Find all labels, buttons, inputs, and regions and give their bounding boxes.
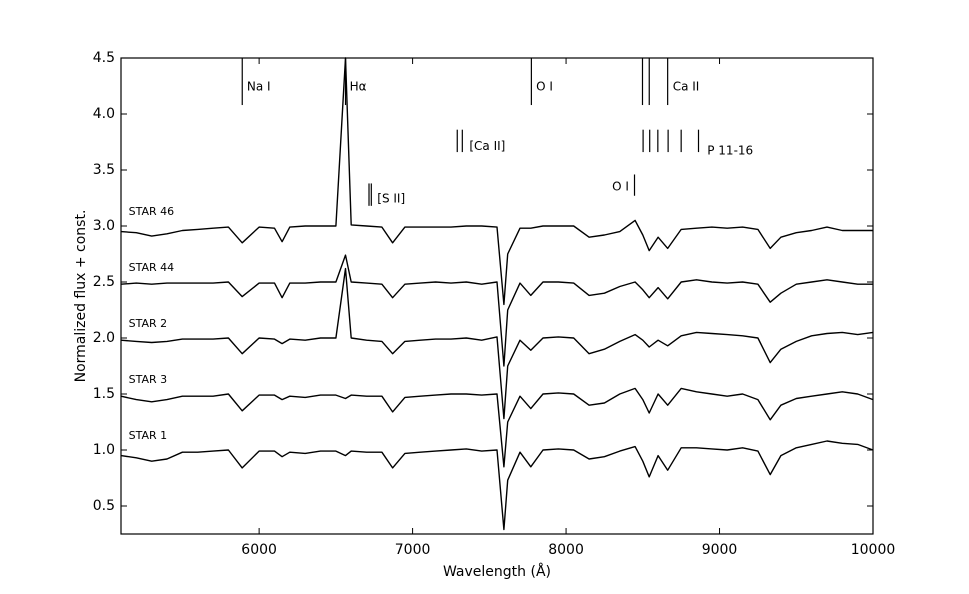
y-axis: 0.5 1.0 1.5 2.0 2.5 3.0 3.5 4.0 4.5 <box>93 50 873 514</box>
y-tick-label-3: 1.5 <box>93 386 115 402</box>
line-markers: Na I Hα O I Ca II [Ca II] P 11-16 O I [S II] <box>241 58 753 206</box>
series-labels: STAR 46 STAR 44 STAR 2 STAR 3 STAR 1 <box>129 205 175 442</box>
y-tick-label-7: 3.5 <box>93 162 115 178</box>
x-tick-label-1: 6000 <box>241 542 277 558</box>
marker-label-2: Hα <box>350 80 367 94</box>
y-tick-label-2: 1.0 <box>93 442 115 458</box>
marker-label-4: Ca II <box>673 80 700 94</box>
marker-label-5: [Ca II] <box>469 139 505 153</box>
y-axis-title: Normalized flux + const. <box>73 210 89 383</box>
x-axis: 6000 7000 8000 9000 10000 <box>241 58 895 558</box>
x-axis-title: Wavelength (Å) <box>443 563 551 580</box>
series-label-5: STAR 1 <box>129 429 168 442</box>
y-tick-label-1: 0.5 <box>93 498 115 514</box>
marker-label-1: Na I <box>247 80 271 94</box>
y-tick-label-8: 4.0 <box>93 106 115 122</box>
x-tick-label-2: 7000 <box>395 542 431 558</box>
y-tick-label-6: 3.0 <box>93 218 115 234</box>
series-line-2 <box>120 254 873 367</box>
plot-frame <box>120 57 874 535</box>
y-tick-label-4: 2.0 <box>93 330 115 346</box>
x-tick-label-5: 10000 <box>851 542 896 558</box>
marker-label-3: O I <box>536 80 553 94</box>
series-line-5 <box>120 440 874 531</box>
series-line-3 <box>120 267 874 420</box>
marker-label-6: P 11-16 <box>707 143 753 157</box>
marker-label-8: [S II] <box>377 192 405 206</box>
y-tick-label-5: 2.5 <box>93 274 115 290</box>
y-tick-label-9: 4.5 <box>93 50 115 66</box>
series-label-3: STAR 2 <box>129 317 168 330</box>
series-label-2: STAR 44 <box>129 261 175 274</box>
x-tick-label-3: 8000 <box>548 542 584 558</box>
series-line-4 <box>120 387 874 468</box>
x-tick-label-4: 9000 <box>702 542 738 558</box>
series-group <box>120 57 874 531</box>
series-label-4: STAR 3 <box>129 373 168 386</box>
marker-label-7: O I <box>612 179 629 193</box>
series-line-1 <box>120 57 873 306</box>
series-label-1: STAR 46 <box>129 205 175 218</box>
